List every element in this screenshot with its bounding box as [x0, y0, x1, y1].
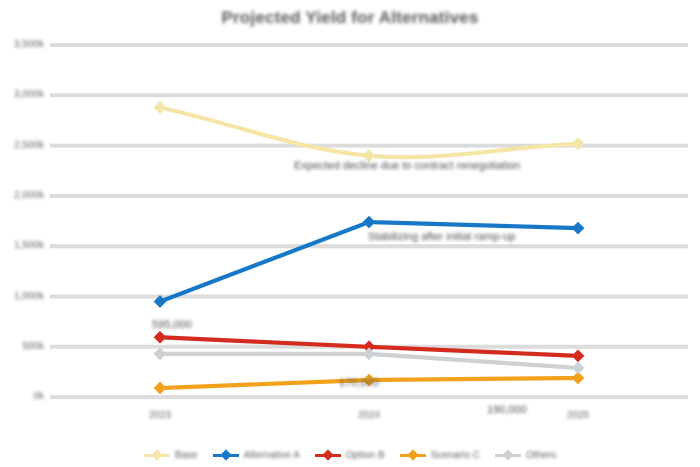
data-point-diamond-icon[interactable] [153, 330, 167, 344]
legend-line-diamond-icon [212, 449, 239, 461]
y-axis-tick-label: 1,000k [13, 290, 44, 302]
legend-label: Option B [345, 450, 385, 461]
x-axis-tick-label: 2025 [566, 410, 590, 421]
legend-item-alternative-a[interactable]: Alternative A [212, 449, 300, 461]
y-axis-tick-label: 2,500k [13, 139, 44, 151]
legend-item-base[interactable]: Base [143, 449, 198, 461]
y-axis-tick-label: 3,500k [13, 39, 44, 50]
data-point-diamond-icon[interactable] [153, 381, 167, 395]
legend: Base Alternative A Option B Scenario C Other… [0, 449, 700, 461]
data-point-diamond-icon[interactable] [153, 101, 167, 114]
data-point-diamond-icon[interactable] [571, 349, 585, 363]
data-point-diamond-icon[interactable] [362, 373, 376, 387]
y-axis-tick-label: 2,000k [13, 189, 44, 201]
legend-label: Scenario C [430, 450, 481, 461]
data-point-diamond-icon[interactable] [571, 137, 585, 150]
data-point-diamond-icon[interactable] [571, 361, 585, 375]
legend-line-diamond-icon [495, 449, 522, 461]
legend-line-diamond-icon [143, 449, 170, 461]
legend-label: Alternative A [243, 450, 300, 461]
data-point-diamond-icon[interactable] [362, 149, 376, 163]
legend-item-others[interactable]: Others [495, 449, 557, 461]
legend-label: Base [174, 450, 198, 461]
x-axis-tick-label: 2024 [357, 410, 381, 421]
legend-item-option-b[interactable]: Option B [314, 449, 385, 461]
y-axis-tick-label: 1,500k [13, 240, 44, 252]
legend-item-scenario-c[interactable]: Scenario C [399, 449, 481, 461]
data-point-diamond-icon[interactable] [362, 347, 376, 361]
y-axis-tick-label: 3,000k [13, 89, 44, 101]
chart-annotation: Expected decline due to contract renegot… [294, 160, 521, 172]
chart-annotation: 190,000 [487, 404, 527, 416]
data-point-diamond-icon[interactable] [362, 340, 376, 354]
chart-annotation: 595,000 [152, 319, 192, 331]
y-axis-tick-label: 500k [22, 340, 44, 352]
legend-line-diamond-icon [399, 449, 426, 461]
chart-annotation: Stabilizing after initial ramp-up [368, 231, 516, 243]
legend-label: Others [526, 450, 557, 461]
data-point-diamond-icon[interactable] [362, 215, 376, 229]
chart-annotation: 170,000 [339, 377, 379, 389]
chart-title: Projected Yield for Alternatives [221, 8, 479, 27]
data-point-diamond-icon[interactable] [153, 347, 167, 361]
x-axis-tick-label: 2023 [148, 410, 172, 421]
y-axis-tick-label: 0k [33, 391, 44, 403]
legend-line-diamond-icon [314, 449, 341, 461]
data-point-diamond-icon[interactable] [153, 295, 167, 308]
data-point-diamond-icon[interactable] [571, 221, 585, 235]
